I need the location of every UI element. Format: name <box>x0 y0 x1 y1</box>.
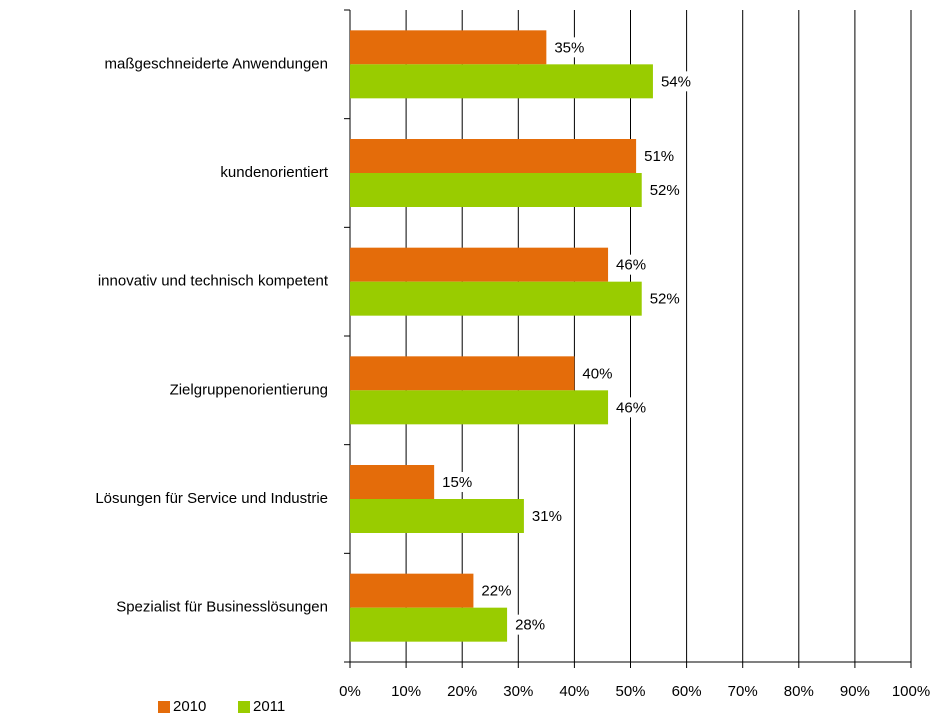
data-label: 52% <box>650 291 680 308</box>
label-bg <box>639 146 680 166</box>
x-tick-label: 40% <box>559 683 589 700</box>
label-bg <box>476 580 517 601</box>
bar <box>350 139 637 173</box>
data-label: 46% <box>616 257 646 274</box>
label-bg <box>611 254 652 275</box>
bar <box>350 607 508 642</box>
label-bg <box>644 180 685 200</box>
x-tick-label: 80% <box>784 683 814 700</box>
y-tick-label: Spezialist für Businesslösungen <box>116 599 328 616</box>
legend-swatch <box>158 701 170 713</box>
data-label: 52% <box>650 182 680 199</box>
data-label: 31% <box>532 508 562 525</box>
label-bg <box>611 397 652 418</box>
y-tick-label: innovativ und technisch kompetent <box>98 273 329 290</box>
bar <box>350 64 653 99</box>
x-tick-label: 60% <box>672 683 702 700</box>
label-bg <box>437 472 478 492</box>
label-bg <box>577 363 618 384</box>
bar <box>350 30 547 65</box>
bar <box>350 281 642 316</box>
legend-label: 2011 <box>253 698 285 715</box>
data-label: 15% <box>442 474 472 491</box>
x-tick-label: 100% <box>892 683 930 700</box>
bar <box>350 573 474 608</box>
x-tick-label: 90% <box>840 683 870 700</box>
x-tick-label: 50% <box>615 683 645 700</box>
data-label: 28% <box>515 617 545 634</box>
y-tick-label: Zielgruppenorientierung <box>170 381 328 398</box>
data-label: 22% <box>481 583 511 600</box>
legend-label: 2010 <box>173 698 206 715</box>
y-tick-label: kundenorientiert <box>220 164 328 181</box>
bar <box>350 499 524 533</box>
bar <box>350 390 609 425</box>
x-tick-label: 30% <box>503 683 533 700</box>
data-label: 35% <box>554 39 584 56</box>
bar <box>350 465 435 499</box>
x-tick-label: 20% <box>447 683 477 700</box>
data-label: 46% <box>616 399 646 416</box>
x-tick-label: 0% <box>339 683 361 700</box>
label-bg <box>644 288 685 309</box>
label-bg <box>549 37 590 58</box>
data-label: 40% <box>582 365 612 382</box>
x-tick-label: 70% <box>728 683 758 700</box>
bar <box>350 356 575 391</box>
bar <box>350 247 609 282</box>
label-bg <box>655 71 696 92</box>
y-tick-label: Lösungen für Service und Industrie <box>95 490 328 507</box>
label-bg <box>526 506 567 526</box>
x-tick-label: 10% <box>391 683 421 700</box>
data-label: 54% <box>661 73 691 90</box>
bar <box>350 173 642 207</box>
legend-swatch <box>238 701 250 713</box>
label-bg <box>510 614 551 635</box>
y-tick-label: maßgeschneiderte Anwendungen <box>105 55 329 72</box>
data-label: 51% <box>644 148 674 165</box>
